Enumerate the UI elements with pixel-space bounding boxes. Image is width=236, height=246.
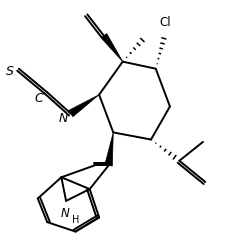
Text: N: N — [60, 207, 69, 220]
Text: H: H — [72, 215, 79, 225]
Text: N: N — [59, 112, 68, 125]
Text: S: S — [6, 65, 14, 77]
Text: Cl: Cl — [159, 15, 171, 29]
Polygon shape — [101, 34, 123, 62]
Polygon shape — [105, 132, 113, 166]
Text: C: C — [35, 92, 44, 105]
Polygon shape — [69, 95, 99, 117]
